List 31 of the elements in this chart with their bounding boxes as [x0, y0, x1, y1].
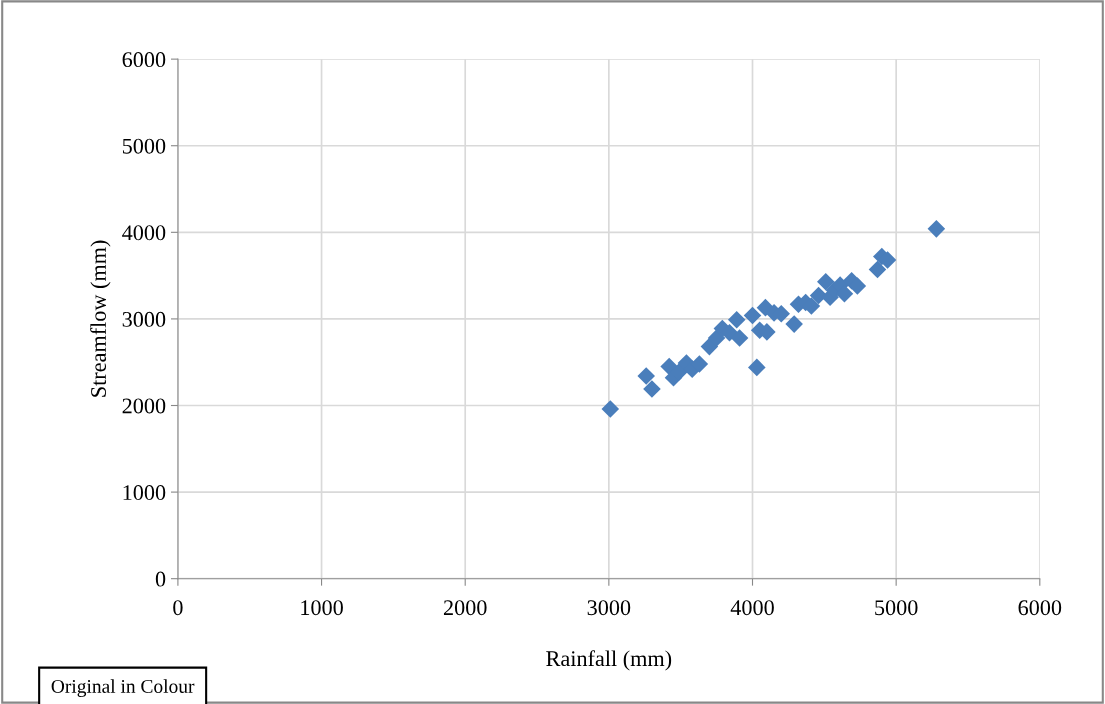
text: Original in Colour	[51, 679, 195, 697]
point	[816, 272, 835, 291]
point	[601, 400, 620, 418]
point	[743, 306, 762, 325]
y-axis-title: Streamflow (mm)	[90, 240, 111, 397]
y-tick-label: 5000	[122, 138, 166, 154]
x-tick-label: 3000	[587, 600, 631, 616]
point	[643, 380, 661, 398]
point	[748, 358, 766, 377]
y-tick-label: 3000	[122, 311, 166, 327]
x-tick-label: 1000	[301, 600, 343, 616]
point	[730, 329, 749, 347]
x-tick-label: 5000	[875, 600, 918, 616]
point	[727, 310, 746, 329]
y-tick-label: 0	[155, 571, 166, 587]
x-tick-label: 2000	[443, 600, 487, 616]
point	[868, 260, 887, 279]
y-tick-label: 1000	[123, 485, 166, 501]
y-tick-label: 4000	[122, 225, 166, 241]
point	[707, 329, 726, 347]
y-tick-label: 2000	[122, 398, 166, 414]
x-tick-label: 4000	[730, 600, 774, 616]
x-tick-label: 0	[173, 600, 183, 616]
point	[835, 285, 854, 303]
point	[637, 367, 655, 385]
point	[927, 220, 946, 238]
point	[848, 277, 867, 295]
point	[785, 315, 803, 333]
x-axis-title: Rainfall (mm)	[546, 650, 672, 671]
x-tick-label: 6000	[1018, 600, 1062, 616]
y-tick-label: 6000	[122, 52, 166, 68]
